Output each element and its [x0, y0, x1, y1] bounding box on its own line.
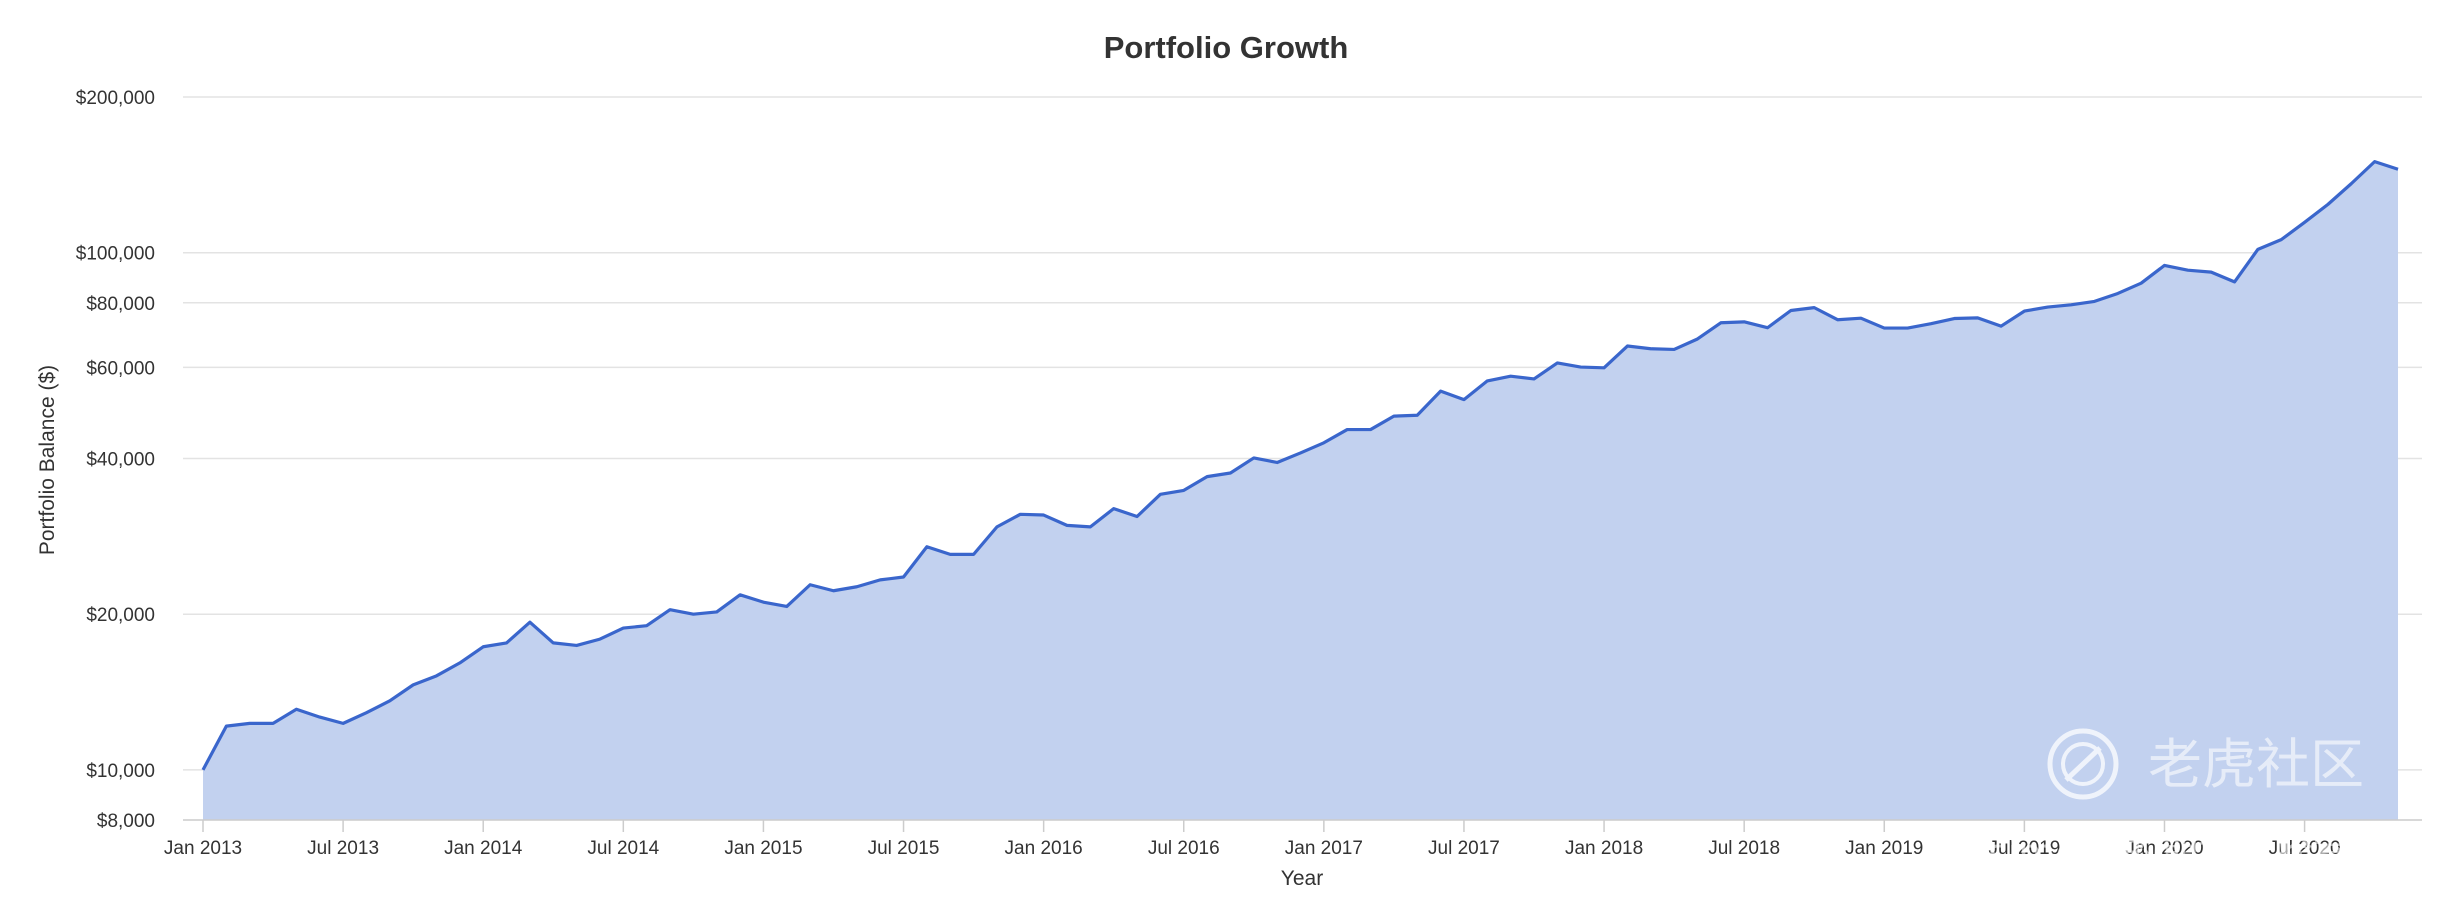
x-tick-label: Jan 2016	[1005, 838, 1083, 859]
y-axis-ticks: $8,000 $10,000 $20,000 $40,000 $60,000 $80,00…	[76, 88, 155, 832]
x-axis-label: Year	[1281, 867, 1323, 890]
x-tick-label: Jul 2016	[1148, 838, 1220, 859]
x-tick-label: Jan 2019	[1845, 838, 1923, 859]
chart-title: Portfolio Growth	[1104, 30, 1349, 65]
y-tick-label: $20,000	[86, 605, 155, 626]
x-tick-label: Jan 2018	[1565, 838, 1643, 859]
x-axis-ticks: Jan 2013 Jul 2013 Jan 2014 Jul 2014 Jan 2015…	[164, 820, 2341, 859]
x-tick-label: Jul 2018	[1708, 838, 1780, 859]
plot-area	[201, 160, 2399, 820]
y-tick-label: $200,000	[76, 88, 155, 109]
x-tick-label: Jul 2014	[587, 838, 659, 859]
y-axis-label: Portfolio Balance ($)	[36, 365, 59, 555]
x-tick-label: Jan 2015	[724, 838, 802, 859]
y-tick-label: $40,000	[86, 450, 155, 471]
watermark-brand: 老虎社区	[2148, 733, 2364, 796]
y-tick-label: $60,000	[86, 358, 155, 379]
y-tick-label: $100,000	[76, 244, 155, 265]
x-tick-label: Jan 2020	[2125, 838, 2203, 859]
x-tick-label: Jan 2014	[444, 838, 523, 859]
x-tick-label: Jul 2013	[307, 838, 379, 859]
x-tick-label: Jan 2017	[1285, 838, 1363, 859]
balance-area-fill	[203, 161, 2398, 820]
watermark-handle: @simons的期权实验室	[1950, 831, 2351, 875]
x-tick-label: Jan 2013	[164, 838, 242, 859]
balance-series-line	[201, 160, 2399, 771]
y-tick-label: $10,000	[86, 761, 155, 782]
x-tick-label: Jul 2019	[1988, 838, 2060, 859]
tiger-logo-icon	[2047, 728, 2119, 800]
y-tick-label: $8,000	[97, 811, 155, 832]
x-tick-label: Jul 2015	[868, 838, 940, 859]
x-tick-label: Jul 2020	[2269, 838, 2341, 859]
watermark: 老虎社区 @simons的期权实验室	[1950, 728, 2364, 875]
x-tick-label: Jul 2017	[1428, 838, 1500, 859]
y-tick-label: $80,000	[86, 294, 155, 315]
